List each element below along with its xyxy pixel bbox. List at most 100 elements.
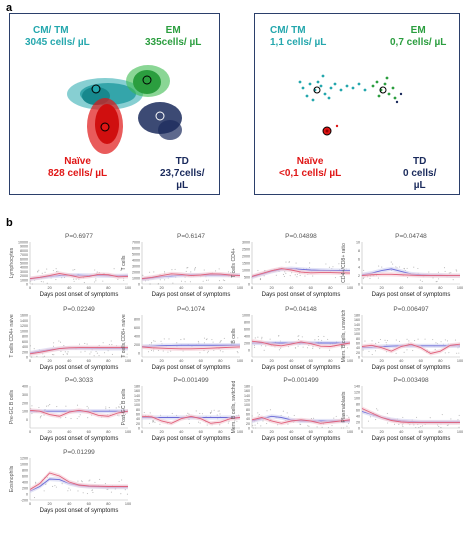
y-tick-label: 2 (358, 274, 360, 278)
x-axis-label: Days post onset of symptoms (262, 436, 341, 442)
data-point (438, 425, 440, 428)
y-tick-label: 40 (246, 417, 250, 421)
data-point (402, 416, 404, 418)
data-point (265, 345, 267, 347)
data-point (171, 269, 173, 271)
y-tick-label: 0 (138, 283, 140, 287)
data-point (379, 338, 382, 341)
x-tick-label: 80 (328, 359, 332, 363)
chart-title: P=0.001499 (173, 377, 209, 384)
data-point (312, 275, 314, 277)
data-point (66, 353, 68, 355)
x-tick-label: 100 (237, 359, 243, 363)
x-tick-label: 100 (237, 430, 243, 434)
data-point (65, 405, 67, 407)
data-point (199, 352, 201, 354)
data-point (59, 341, 62, 343)
label-td-right: TD 0 cells/ µL (403, 156, 436, 192)
data-point (46, 268, 48, 270)
y-tick-label: 600 (134, 326, 140, 330)
x-tick-label: 80 (106, 430, 110, 434)
data-point (254, 337, 256, 339)
y-tick-label: 3000 (132, 265, 140, 269)
chart-title: P=0.6977 (65, 233, 93, 240)
data-point (149, 412, 151, 414)
x-axis-label: Days post onset of symptoms (372, 292, 451, 298)
data-point (102, 280, 104, 282)
y-tick-label: 6000 (20, 257, 28, 261)
data-point (81, 481, 83, 483)
data-point (44, 355, 46, 357)
y-tick-label: 1600 (20, 314, 28, 318)
data-point (105, 406, 107, 408)
data-point (254, 346, 256, 348)
y-tick-label: 400 (22, 481, 28, 485)
label-cm-tm-right: CM/ TM 1,1 cells/ µL (270, 25, 326, 49)
y-tick-label: 80 (356, 337, 360, 341)
data-point (78, 343, 81, 345)
data-point (87, 407, 89, 409)
data-point (385, 342, 387, 344)
td-count: 0 cells/ (403, 168, 437, 179)
data-point (325, 263, 327, 265)
data-point (269, 409, 271, 411)
data-point (152, 419, 154, 422)
x-axis-label: Days post onset of symptoms (372, 436, 451, 442)
data-point (395, 352, 397, 354)
small-chart: P=0.1074 0 200 400 600 800 0 20 40 60 80 100 Days po… (121, 306, 243, 371)
y-tick-label: 100 (22, 410, 28, 414)
x-tick-label: 40 (179, 359, 183, 363)
label-em-right: EM 0,7 cells/ µL (390, 25, 446, 49)
data-point (40, 415, 42, 417)
x-axis-label: Days post onset of symptoms (152, 436, 231, 442)
data-point (386, 339, 388, 342)
data-point (120, 406, 123, 408)
data-point (70, 418, 72, 420)
x-tick-label: 60 (309, 286, 313, 290)
data-point (160, 340, 162, 342)
y-axis-label: Lymphocytes (9, 247, 15, 278)
data-point (392, 263, 394, 265)
data-point (390, 261, 392, 263)
y-tick-label: 400 (22, 345, 28, 349)
data-point (402, 425, 404, 428)
data-point (78, 416, 80, 418)
data-point (151, 342, 153, 344)
data-point (99, 478, 101, 480)
x-tick-label: 0 (251, 286, 253, 290)
data-point (121, 479, 123, 481)
data-point (413, 266, 415, 268)
data-point (440, 427, 442, 429)
x-tick-label: 100 (457, 359, 463, 363)
data-point (60, 350, 62, 352)
cm-tm-count: 3045 cells/ µL (25, 37, 90, 48)
y-tick-label: 1000 (242, 314, 250, 318)
x-tick-label: 80 (218, 430, 222, 434)
x-tick-label: 60 (309, 430, 313, 434)
data-point (218, 268, 220, 270)
data-point (419, 279, 421, 281)
data-point (398, 423, 400, 426)
data-point (435, 342, 437, 344)
data-point (306, 347, 309, 349)
data-point (122, 355, 124, 357)
y-axis-label: Mem. B cells, unswitch (341, 310, 347, 363)
data-point (105, 408, 107, 410)
data-point (52, 345, 55, 347)
y-tick-label: 200 (22, 350, 28, 354)
data-point (61, 483, 63, 485)
data-point (197, 340, 199, 342)
data-point (335, 415, 337, 417)
data-point (308, 425, 310, 427)
data-point (294, 347, 296, 349)
data-point (199, 422, 201, 424)
data-point (199, 412, 201, 415)
data-point (77, 490, 79, 492)
data-point (55, 271, 58, 273)
data-point (46, 282, 48, 284)
data-point (118, 406, 120, 408)
data-point (168, 338, 170, 340)
chart-title: P=0.04748 (395, 233, 427, 240)
